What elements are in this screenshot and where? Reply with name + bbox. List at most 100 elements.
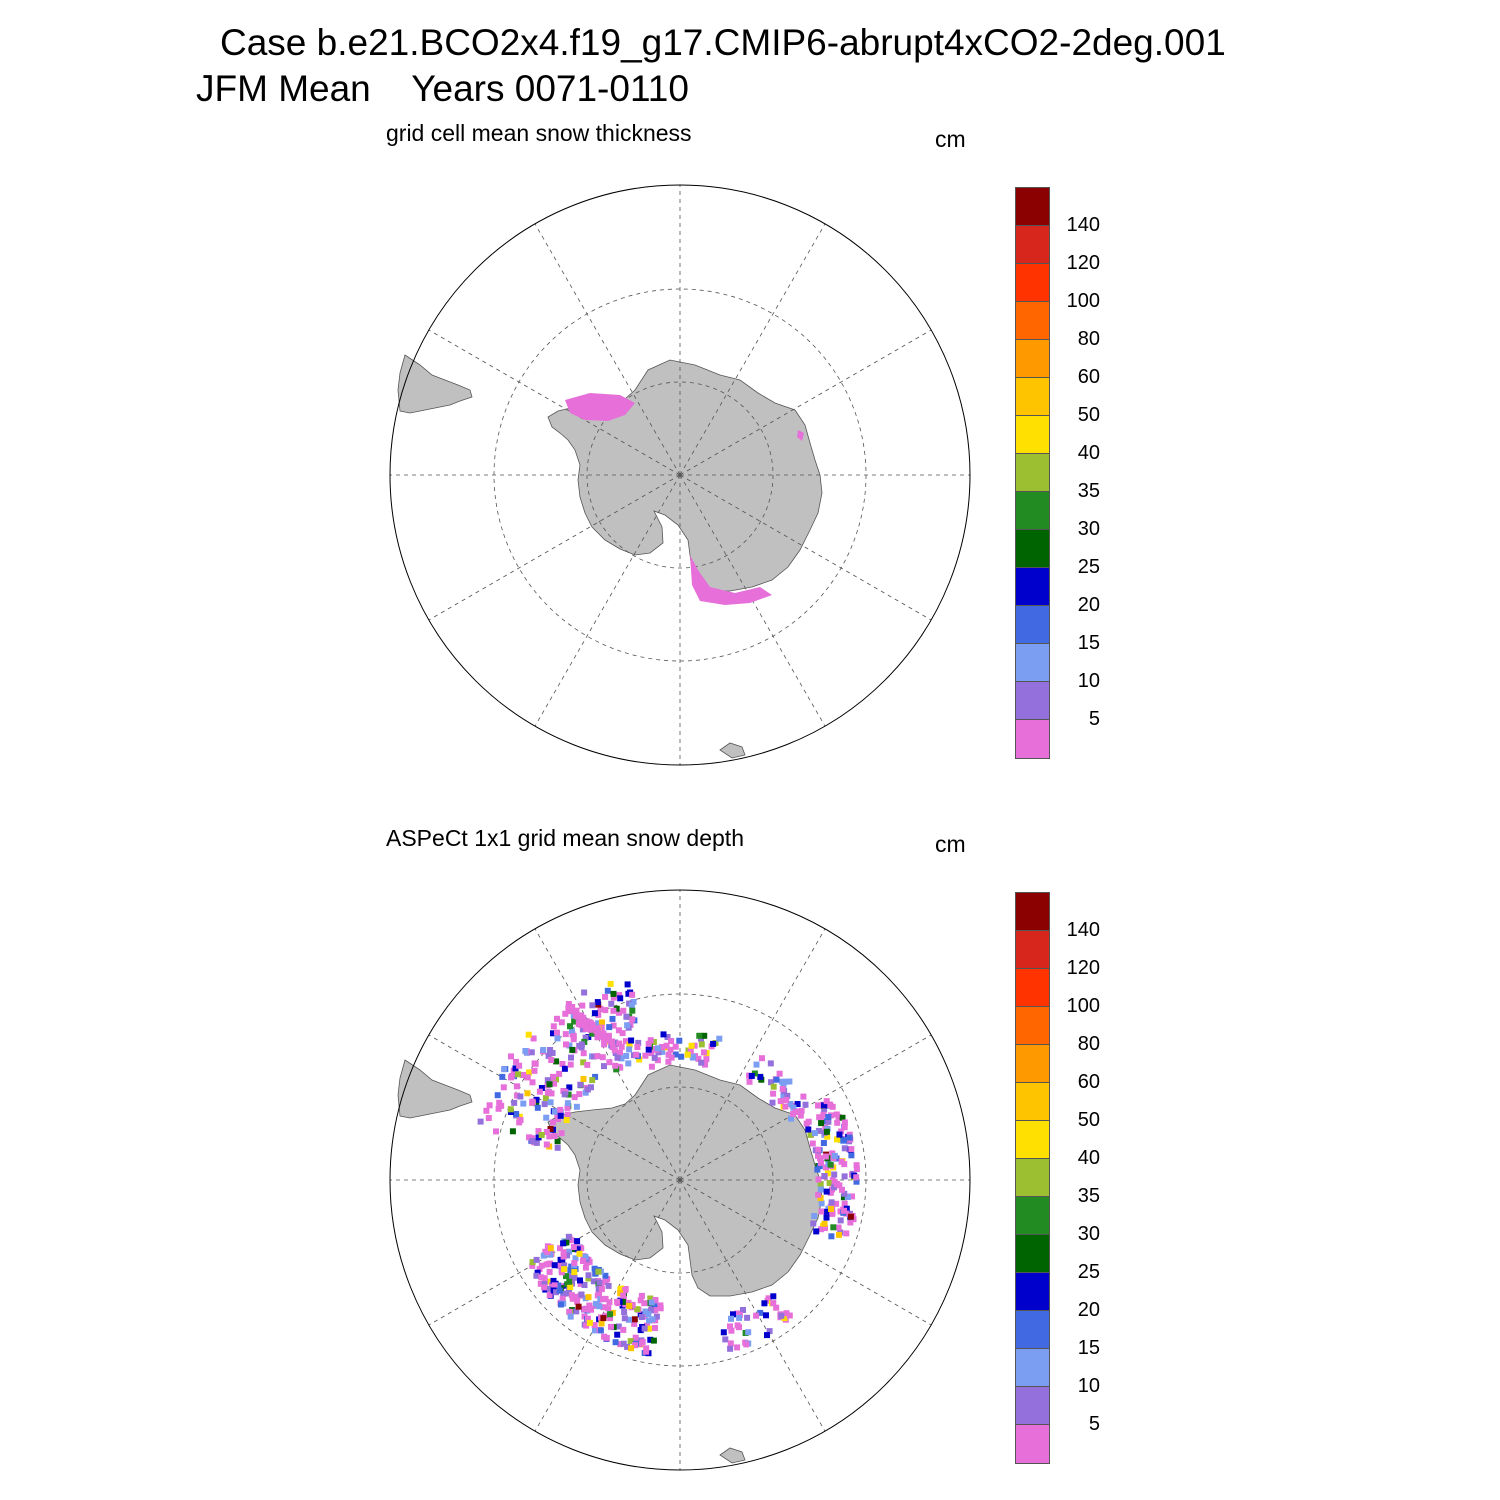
observation-cell xyxy=(579,1016,586,1023)
observation-cell xyxy=(576,1250,583,1257)
observation-cell xyxy=(652,1297,659,1303)
observation-cell xyxy=(513,1111,520,1117)
observation-cell xyxy=(566,1008,573,1015)
colorbar-tick-label: 50 xyxy=(1077,404,1100,426)
observation-cell xyxy=(582,1021,589,1028)
observation-cell xyxy=(823,1098,830,1105)
observation-cell xyxy=(615,1323,622,1330)
observation-cell xyxy=(645,1040,652,1047)
observation-cell xyxy=(561,1091,568,1098)
observation-cell xyxy=(770,1083,777,1090)
observation-cell xyxy=(500,1084,507,1091)
observation-cell xyxy=(813,1228,820,1235)
observation-cell xyxy=(783,1310,790,1317)
observation-cell xyxy=(730,1311,736,1318)
observation-cell xyxy=(779,1078,786,1085)
observation-cell xyxy=(515,1071,522,1078)
observation-cell xyxy=(611,1047,618,1054)
observation-cell xyxy=(498,1102,505,1109)
observation-cell xyxy=(649,1316,656,1323)
colorbar-box xyxy=(1015,1386,1050,1425)
colorbar-box xyxy=(1015,892,1050,931)
observation-cell xyxy=(538,1132,545,1138)
observation-cell xyxy=(536,1088,543,1095)
observation-cell xyxy=(814,1166,821,1173)
observation-cell xyxy=(667,1046,674,1053)
observation-cell xyxy=(567,1023,573,1030)
observation-cell xyxy=(606,1024,613,1031)
observation-cell xyxy=(770,1090,777,1097)
observation-cell xyxy=(643,1345,650,1352)
observation-cell xyxy=(606,1059,613,1066)
observation-cell xyxy=(625,1060,632,1067)
snow-patch-weddell xyxy=(565,393,635,421)
colorbar-box xyxy=(1015,263,1050,302)
observation-cell xyxy=(534,1269,541,1276)
observation-cell xyxy=(790,1104,797,1111)
observation-cell xyxy=(834,1119,841,1126)
observation-cell xyxy=(746,1078,753,1085)
observation-cell xyxy=(743,1341,750,1348)
observation-cell xyxy=(554,1035,561,1042)
observation-cell xyxy=(815,1102,821,1109)
colorbar-tick-label: 60 xyxy=(1077,1071,1100,1093)
observation-cell xyxy=(853,1174,860,1181)
observation-cell xyxy=(657,1302,664,1309)
colorbar-box xyxy=(1015,1082,1050,1121)
observation-cell xyxy=(578,1245,585,1252)
observation-cell xyxy=(538,1262,545,1269)
observation-cell xyxy=(792,1109,799,1115)
observation-cell xyxy=(547,1278,553,1285)
observation-cell xyxy=(722,1336,729,1343)
observation-cell xyxy=(831,1184,838,1191)
colorbar-box xyxy=(1015,1158,1050,1197)
observation-cell xyxy=(745,1329,752,1336)
observation-cell xyxy=(618,1055,625,1062)
observation-cell xyxy=(520,1072,527,1078)
observation-cell xyxy=(696,1032,703,1039)
observation-cell xyxy=(586,1319,593,1326)
observation-cell xyxy=(477,1118,484,1125)
observation-cell xyxy=(600,1296,606,1303)
colorbar-tick-label: 25 xyxy=(1077,1261,1100,1283)
observation-cell xyxy=(820,1140,827,1146)
observation-cell xyxy=(509,1128,516,1135)
observation-cell xyxy=(777,1098,784,1105)
observation-cell xyxy=(652,1325,658,1331)
observation-cell xyxy=(595,1011,602,1018)
observation-cell xyxy=(605,1305,612,1312)
observation-cell xyxy=(548,1090,555,1097)
observation-cell xyxy=(608,1323,614,1330)
observation-cell xyxy=(829,1209,836,1216)
observation-cell xyxy=(783,1097,790,1103)
observation-cell xyxy=(588,1306,594,1313)
observation-cell xyxy=(632,1342,638,1349)
observation-cell xyxy=(573,1308,580,1315)
observation-cell xyxy=(582,1253,589,1260)
observation-cell xyxy=(816,1163,823,1170)
observation-cell xyxy=(554,1144,561,1151)
observation-cell xyxy=(778,1312,785,1319)
observation-cell xyxy=(588,1084,594,1091)
observation-cell xyxy=(580,1059,587,1066)
observation-cell xyxy=(486,1102,493,1109)
observation-cell xyxy=(528,1049,535,1056)
observation-cell xyxy=(582,1264,589,1271)
observation-cell xyxy=(828,1199,835,1206)
observation-cell xyxy=(538,1274,545,1281)
observation-cell xyxy=(596,1291,603,1298)
observation-cell xyxy=(637,1297,644,1304)
observation-cell xyxy=(605,1282,612,1289)
colorbar-box xyxy=(1015,681,1050,720)
colorbar-box xyxy=(1015,1348,1050,1387)
observation-cell xyxy=(579,1002,586,1009)
observation-cell xyxy=(822,1153,829,1160)
observation-cell xyxy=(564,1100,571,1107)
observation-cell xyxy=(571,1274,578,1281)
meridian-line xyxy=(679,1179,932,1326)
observation-cell xyxy=(626,1041,633,1048)
observation-cell xyxy=(817,1195,824,1202)
observation-cell xyxy=(647,1295,654,1302)
observation-cell xyxy=(507,1106,514,1113)
observation-cell xyxy=(847,1213,854,1220)
